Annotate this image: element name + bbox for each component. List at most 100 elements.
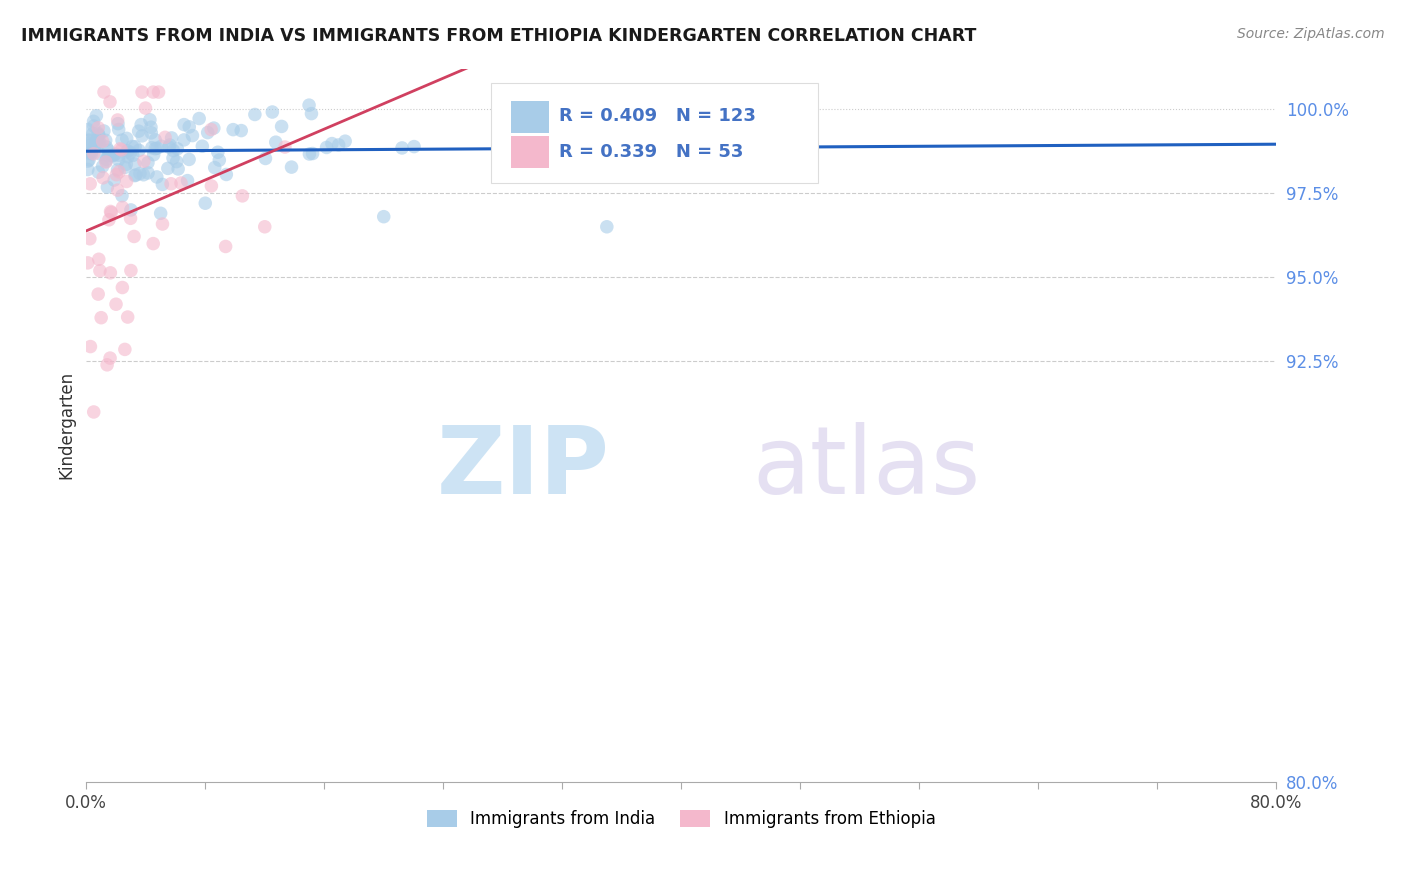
Point (97, 144, 120, 158)
Point (97, 149, 120, 163)
Point (243, 107, 266, 121)
Point (98, 266, 121, 280)
Point (301, 146, 323, 161)
Point (76, 122, 98, 136)
Point (100, 204, 122, 219)
Point (141, 126, 163, 140)
Point (132, 168, 155, 182)
Point (188, 112, 211, 126)
Point (124, 157, 146, 171)
Point (115, 145, 138, 159)
Point (214, 239, 236, 253)
Point (86, 109, 108, 123)
Point (231, 189, 253, 203)
Point (110, 143, 132, 157)
Text: ZIP: ZIP (437, 422, 610, 515)
Point (96, 154, 118, 169)
Point (143, 133, 166, 147)
Point (104, 147, 127, 161)
Point (82, 127, 104, 141)
Point (108, 142, 131, 156)
Point (83, 114, 105, 128)
Legend: Immigrants from India, Immigrants from Ethiopia: Immigrants from India, Immigrants from E… (420, 803, 942, 835)
Point (658, 85, 681, 99)
Point (114, 161, 136, 175)
Point (150, 139, 173, 153)
Point (149, 206, 172, 220)
Point (136, 166, 159, 180)
Point (93, 124, 115, 138)
Point (87, 165, 110, 179)
Y-axis label: Kindergarten: Kindergarten (58, 371, 75, 480)
Point (150, 178, 173, 192)
Point (79, 177, 101, 191)
Text: IMMIGRANTS FROM INDIA VS IMMIGRANTS FROM ETHIOPIA KINDERGARTEN CORRELATION CHART: IMMIGRANTS FROM INDIA VS IMMIGRANTS FROM… (21, 27, 976, 45)
Point (170, 176, 193, 190)
Point (107, 113, 129, 128)
Point (76, 133, 98, 147)
Point (262, 105, 284, 120)
Point (105, 168, 128, 182)
Point (162, 144, 184, 158)
Point (86, 132, 108, 146)
Point (94, 133, 117, 147)
Point (391, 141, 413, 155)
Point (111, 201, 134, 215)
Point (80, 146, 103, 161)
FancyBboxPatch shape (491, 83, 818, 183)
Point (89, 264, 111, 278)
Point (125, 168, 148, 182)
Point (111, 133, 134, 147)
Point (101, 148, 124, 162)
Point (167, 161, 190, 176)
Text: Source: ZipAtlas.com: Source: ZipAtlas.com (1237, 27, 1385, 41)
Point (208, 153, 231, 168)
Point (100, 205, 122, 219)
Point (207, 145, 229, 160)
Point (83, 146, 105, 161)
Point (148, 85, 170, 99)
Text: atlas: atlas (752, 422, 981, 515)
Point (107, 183, 129, 197)
Point (159, 138, 181, 153)
Point (141, 141, 163, 155)
Text: R = 0.339   N = 53: R = 0.339 N = 53 (558, 143, 742, 161)
Point (108, 148, 131, 162)
Point (121, 148, 143, 162)
Point (139, 120, 162, 135)
Point (194, 196, 217, 211)
Point (328, 137, 350, 152)
Point (91, 160, 114, 174)
Point (87, 135, 110, 149)
Point (120, 263, 142, 277)
Point (222, 122, 245, 136)
Point (231, 123, 253, 137)
Point (76, 154, 98, 169)
Point (131, 85, 153, 99)
Point (90, 310, 112, 325)
Point (79, 133, 101, 147)
Point (173, 118, 195, 132)
Point (120, 202, 142, 217)
Point (335, 134, 357, 148)
Point (321, 136, 343, 151)
Point (80, 145, 103, 159)
Point (117, 150, 139, 164)
Point (404, 139, 426, 153)
Point (301, 106, 323, 120)
Point (86, 133, 108, 147)
Point (79, 340, 101, 354)
Point (107, 122, 129, 136)
Point (115, 174, 138, 188)
Point (166, 154, 188, 169)
Point (146, 169, 169, 184)
Point (111, 188, 134, 202)
Point (111, 280, 134, 294)
Point (215, 168, 238, 182)
Point (204, 161, 226, 175)
Point (142, 147, 165, 161)
Point (115, 131, 138, 145)
Point (96, 180, 118, 194)
Point (124, 139, 146, 153)
Point (264, 135, 287, 149)
